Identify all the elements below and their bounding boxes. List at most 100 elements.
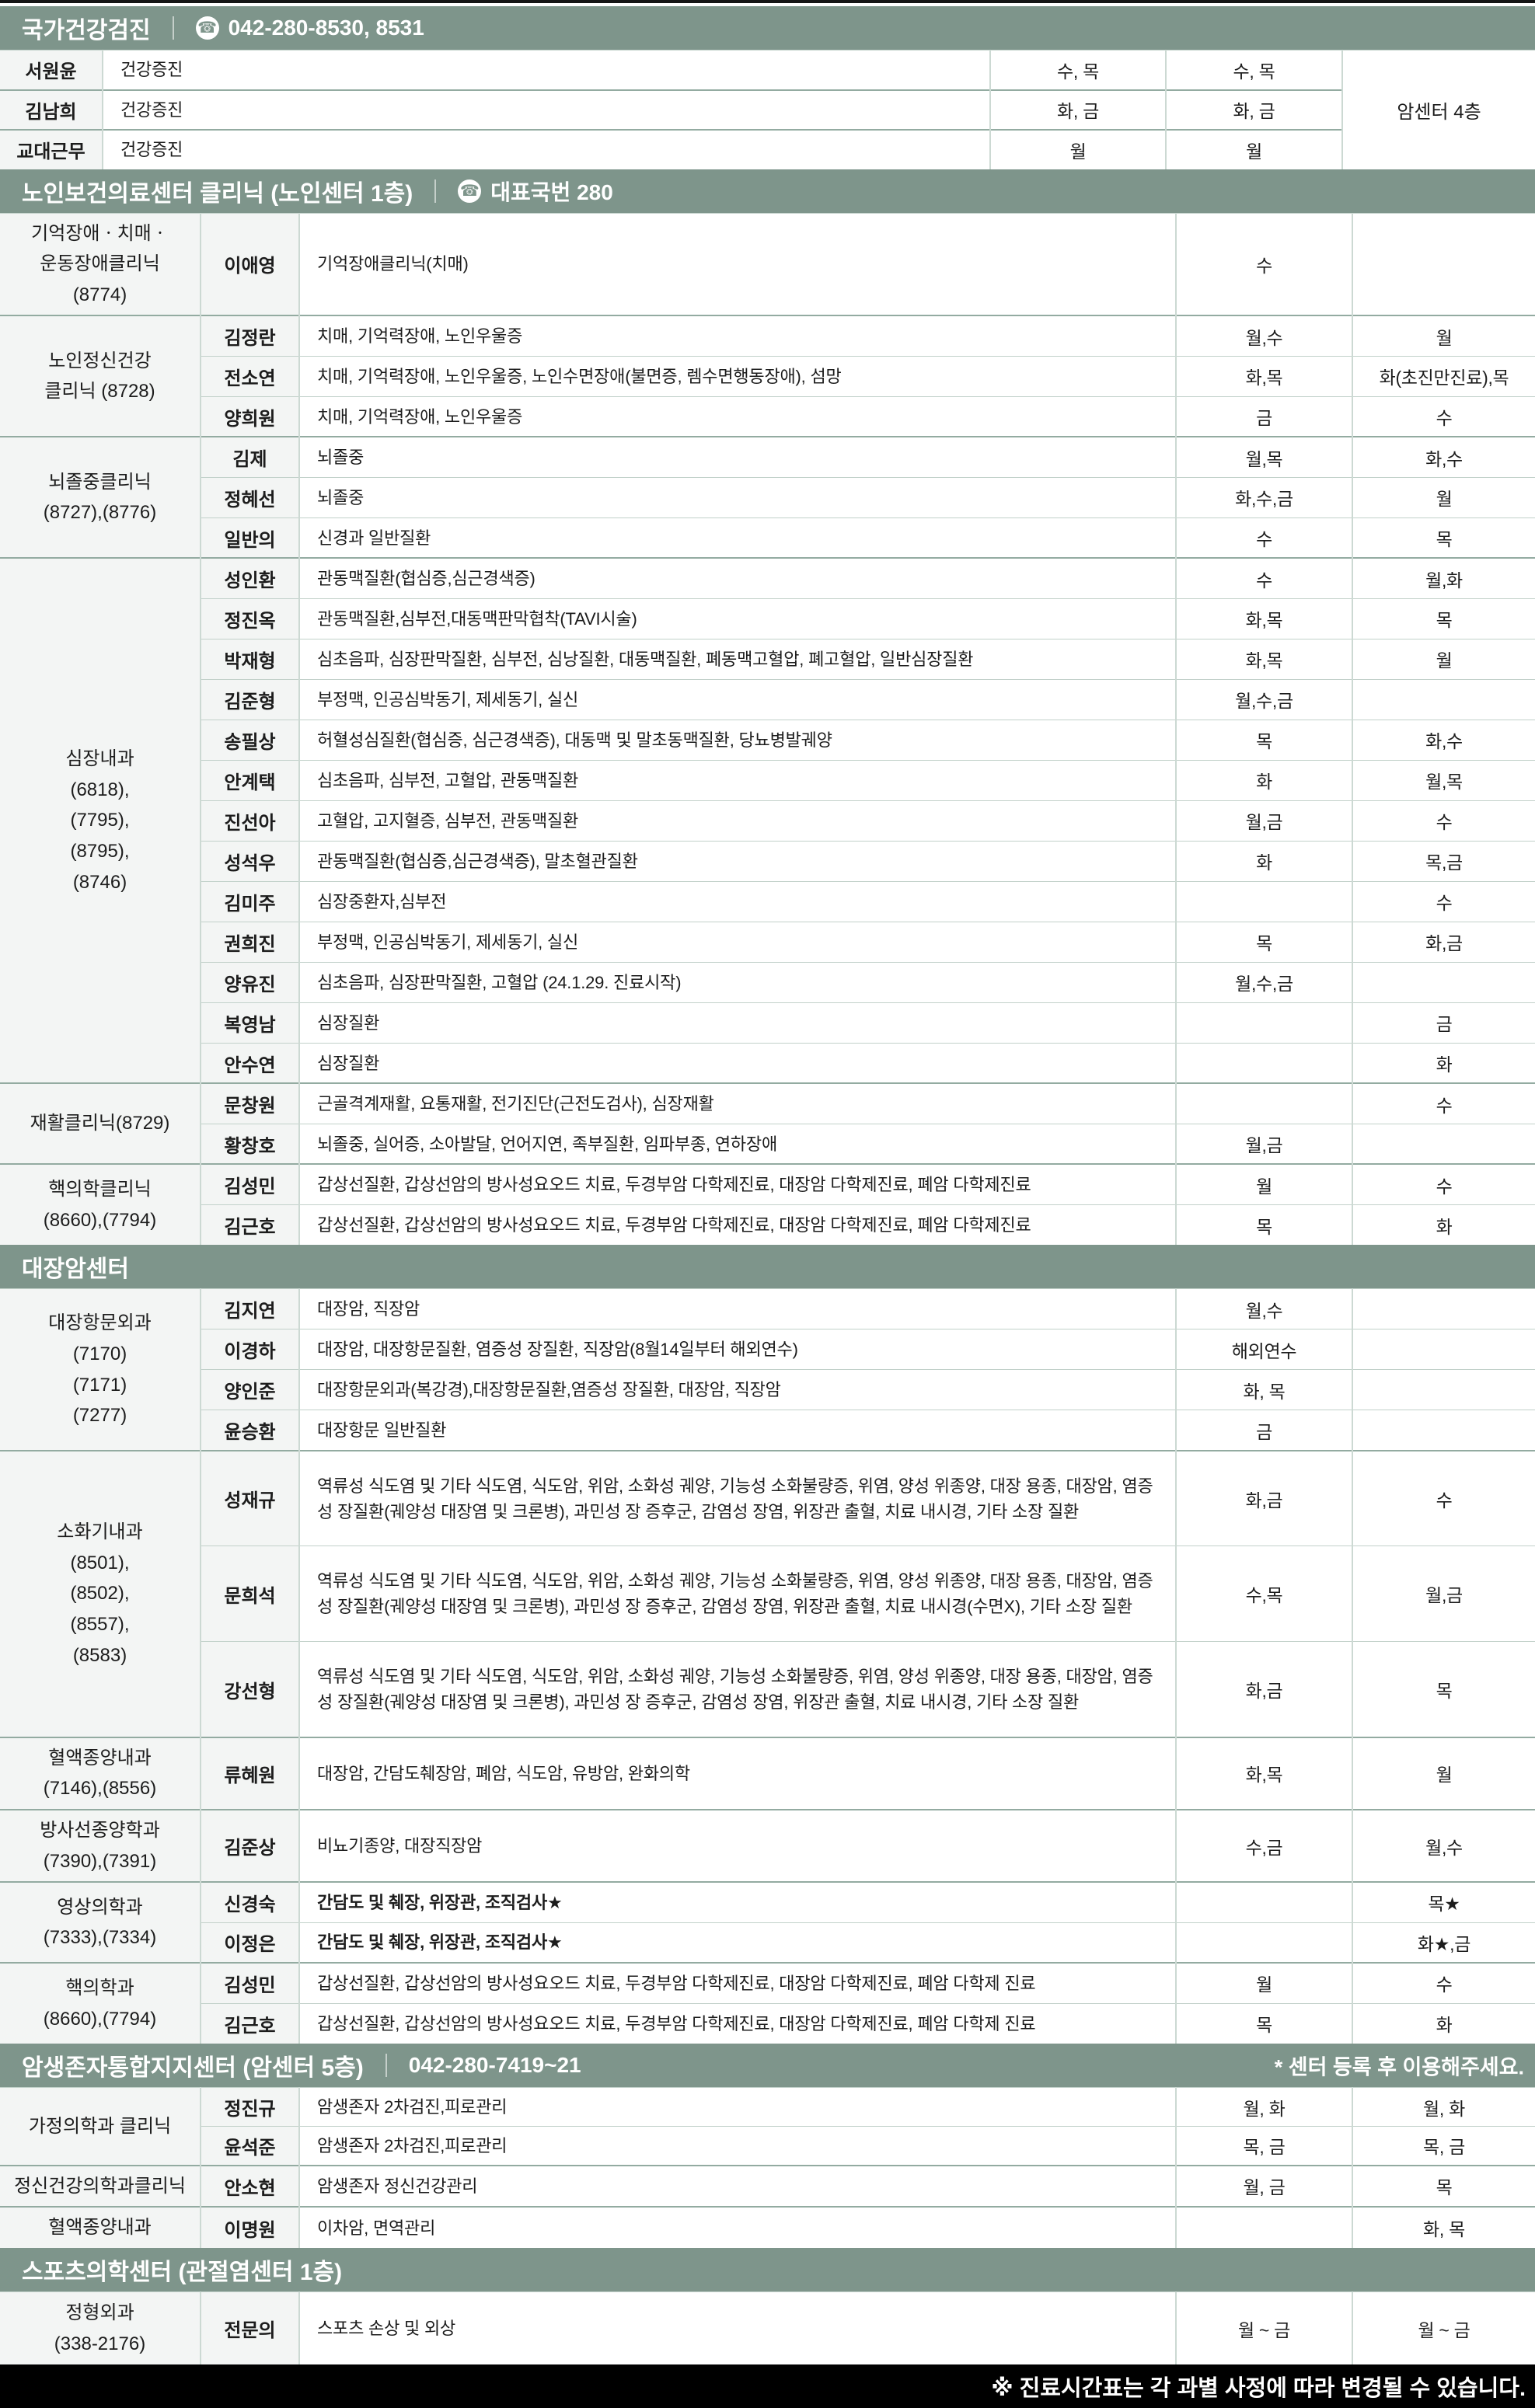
- specialty-cell: 역류성 식도염 및 기타 식도염, 식도암, 위암, 소화성 궤양, 기능성 소…: [298, 1641, 1176, 1737]
- schedule-col2-cell: 월: [1352, 639, 1535, 680]
- specialty-cell: 심장질환: [298, 1043, 1176, 1084]
- location-cell: 암센터 4층: [1341, 50, 1535, 169]
- schedule-col2-cell: 화,수: [1352, 437, 1535, 478]
- schedule-row: 서원윤 건강증진 수, 목 수, 목 암센터 4층: [0, 50, 1535, 169]
- department-cell: 재활클리닉(8729): [0, 1083, 201, 1165]
- section-phone: ☎ 대표국번 280: [458, 176, 613, 207]
- schedule-col2-cell: 수: [1352, 1450, 1535, 1546]
- schedule-row: 윤승환 대장항문 일반질환 금: [0, 1410, 1535, 1451]
- schedule-col1-cell: 화, 목: [1175, 1369, 1352, 1410]
- schedule-col2-cell: [1352, 962, 1535, 1003]
- department-cell: 혈액종양내과 (7146),(8556): [0, 1737, 201, 1810]
- doctor-name-cell: 서원윤: [0, 50, 103, 90]
- schedule-row: 가정의학과 클리닉 정진규 암생존자 2차검진,피로관리 월, 화 월, 화: [0, 2087, 1535, 2166]
- schedule-col1-cell: 월,수: [1175, 1288, 1352, 1329]
- specialty-cell: 심초음파, 심부전, 고혈압, 관동맥질환: [298, 760, 1176, 801]
- schedule-col1-cell: 월,수,금: [1175, 962, 1352, 1003]
- department-cell: 핵의학클리닉 (8660),(7794): [0, 1164, 201, 1246]
- schedule-col1-cell: 목: [1175, 1204, 1352, 1246]
- schedule-col1-cell: 월, 화: [1175, 2087, 1352, 2127]
- department-cell: 핵의학과 (8660),(7794): [0, 1963, 201, 2044]
- doctor-name-cell: 신경숙: [200, 1882, 299, 1923]
- schedule-row: 핵의학과 (8660),(7794) 김성민 갑상선질환, 갑상선암의 방사성요오드…: [0, 1963, 1535, 2044]
- schedule-row: 안수연 심장질환 화: [0, 1043, 1535, 1084]
- schedule-col2-cell: [1352, 1288, 1535, 1329]
- clinic-schedule-poster: 국가건강검진 ☎ 042-280-8530, 8531 서원윤 건강증진 수, 목 수, 목…: [0, 6, 1535, 2365]
- schedule-row: 정진옥 관동맥질환,심부전,대동맥판막협착(TAVI시술) 화,목 목: [0, 598, 1535, 639]
- doctor-name-cell: 김미주: [200, 881, 299, 922]
- schedule-col2-cell: 월, 화: [1352, 2087, 1535, 2127]
- specialty-cell: 암생존자 2차검진,피로관리: [298, 2126, 1176, 2166]
- doctor-name-cell: 정혜선: [200, 477, 299, 518]
- doctor-name-cell: 김준상: [200, 1809, 299, 1883]
- schedule-col1-cell: 수,목: [1175, 1546, 1352, 1642]
- specialty-cell: 대장항문 일반질환: [298, 1410, 1176, 1451]
- doctor-name-cell: 진선아: [200, 800, 299, 842]
- doctor-name-cell: 윤석준: [200, 2126, 299, 2166]
- schedule-row: 교대근무 건강증진 월 월: [0, 129, 1535, 169]
- schedule-col1-cell: 월, 금: [1175, 2165, 1352, 2208]
- doctor-name-cell: 김성민: [200, 1963, 299, 2004]
- doctor-name-cell: 김지연: [200, 1288, 299, 1329]
- schedule-col2-cell: 목, 금: [1352, 2126, 1535, 2166]
- schedule-row: 전소연 치매, 기억력장애, 노인우울증, 노인수면장애(불면증, 렘수면행동장애…: [0, 356, 1535, 397]
- schedule-col1-cell: 해외연수: [1175, 1329, 1352, 1370]
- schedule-col1-cell: 월,목: [1175, 437, 1352, 478]
- schedule-row: 이경하 대장암, 대장항문질환, 염증성 장질환, 직장암(8월14일부터 해외연…: [0, 1329, 1535, 1370]
- phone-number: 042-280-7419~21: [408, 2053, 581, 2078]
- schedule-col1-cell: 금: [1175, 396, 1352, 437]
- department-cell: 가정의학과 클리닉: [0, 2087, 201, 2166]
- doctor-name-cell: 정진규: [200, 2087, 299, 2127]
- schedule-col1-cell: 수: [1175, 213, 1352, 316]
- schedule-row: 재활클리닉(8729) 문창원 근골격계재활, 요통재활, 전기진단(근전도검사),…: [0, 1083, 1535, 1165]
- section-header-sports-medicine-center: 스포츠의학센터 (관절염센터 1층): [0, 2247, 1535, 2291]
- doctor-name-cell: 권희진: [200, 922, 299, 963]
- specialty-cell: 관동맥질환(협심증,심근경색증): [298, 558, 1176, 599]
- doctor-name-cell: 성인환: [200, 558, 299, 599]
- schedule-row: 김미주 심장중환자,심부전 수: [0, 881, 1535, 922]
- schedule-row: 정혜선 뇌졸중 화,수,금 월: [0, 477, 1535, 518]
- schedule-row: 혈액종양내과 (7146),(8556) 류혜원 대장암, 간담도췌장암, 폐암, …: [0, 1737, 1535, 1810]
- specialty-cell: 대장암, 대장항문질환, 염증성 장질환, 직장암(8월14일부터 해외연수): [298, 1329, 1176, 1370]
- specialty-cell: 뇌졸중, 실어증, 소아발달, 언어지연, 족부질환, 임파부종, 연하장애: [298, 1124, 1176, 1165]
- schedule-col2-cell: [1352, 1124, 1535, 1165]
- schedule-col2-cell: 월,금: [1352, 1546, 1535, 1642]
- schedule-row: 이정은 간담도 및 췌장, 위장관, 조직검사★ 화★,금: [0, 1922, 1535, 1964]
- schedule-col2-cell: 월: [1352, 477, 1535, 518]
- specialty-cell: 기억장애클리닉(치매): [298, 213, 1176, 316]
- doctor-name-cell: 성석우: [200, 841, 299, 882]
- section-header-senior-center: 노인보건의료센터 클리닉 (노인센터 1층) ☎ 대표국번 280: [0, 169, 1535, 213]
- specialty-cell: 관동맥질환,심부전,대동맥판막협착(TAVI시술): [298, 598, 1176, 639]
- schedule-col1-cell: 목: [1175, 922, 1352, 963]
- schedule-col2-cell: 목: [1352, 1641, 1535, 1737]
- schedule-table-cancer-survivor-center: 가정의학과 클리닉 정진규 암생존자 2차검진,피로관리 월, 화 월, 화 윤석준 암생존…: [0, 2087, 1535, 2248]
- specialty-cell: 갑상선질환, 갑상선암의 방사성요오드 치료, 두경부암 다학제진료, 대장암 …: [298, 1204, 1176, 1246]
- department-cell: 기억장애ㆍ치매ㆍ 운동장애클리닉 (8774): [0, 213, 201, 316]
- specialty-cell: 부정맥, 인공심박동기, 제세동기, 실신: [298, 922, 1176, 963]
- schedule-row: 김근호 갑상선질환, 갑상선암의 방사성요오드 치료, 두경부암 다학제진료, 대…: [0, 1204, 1535, 1246]
- doctor-name-cell: 양희원: [200, 396, 299, 437]
- schedule-col1-cell: 화,수,금: [1175, 477, 1352, 518]
- schedule-row: 소화기내과 (8501), (8502), (8557), (8583) 성재규 역…: [0, 1450, 1535, 1737]
- schedule-table-senior-center: 기억장애ㆍ치매ㆍ 운동장애클리닉 (8774) 이애영 기억장애클리닉(치매) 수 노인…: [0, 213, 1535, 1246]
- schedule-col1-cell: 화,금: [1175, 1450, 1352, 1546]
- doctor-name-cell: 전소연: [200, 356, 299, 397]
- specialty-cell: 갑상선질환, 갑상선암의 방사성요오드 치료, 두경부암 다학제진료, 대장암 …: [298, 1963, 1176, 2004]
- schedule-row: 심장내과 (6818), (7795), (8795), (8746) 성인환 관동…: [0, 558, 1535, 1084]
- schedule-row: 대장항문외과 (7170) (7171) (7277) 김지연 대장암, 직장암 월,…: [0, 1288, 1535, 1451]
- schedule-col1-cell: 화, 금: [989, 89, 1166, 130]
- schedule-col2-cell: 목: [1352, 2165, 1535, 2208]
- schedule-col2-cell: [1352, 679, 1535, 720]
- schedule-col1-cell: 목, 금: [1175, 2126, 1352, 2166]
- schedule-col2-cell: 목: [1352, 598, 1535, 639]
- phone-icon: ☎: [195, 16, 219, 40]
- specialty-cell: 역류성 식도염 및 기타 식도염, 식도암, 위암, 소화성 궤양, 기능성 소…: [298, 1450, 1176, 1546]
- schedule-col2-cell: 화,금: [1352, 922, 1535, 963]
- doctor-name-cell: 김근호: [200, 1204, 299, 1246]
- schedule-col1-cell: 목: [1175, 720, 1352, 761]
- schedule-col2-cell: 월: [1352, 315, 1535, 357]
- section-note: * 센터 등록 후 이용해주세요.: [1274, 2055, 1524, 2079]
- schedule-row: 김남희 건강증진 화, 금 화, 금: [0, 89, 1535, 130]
- schedule-col2-cell: 월,목: [1352, 760, 1535, 801]
